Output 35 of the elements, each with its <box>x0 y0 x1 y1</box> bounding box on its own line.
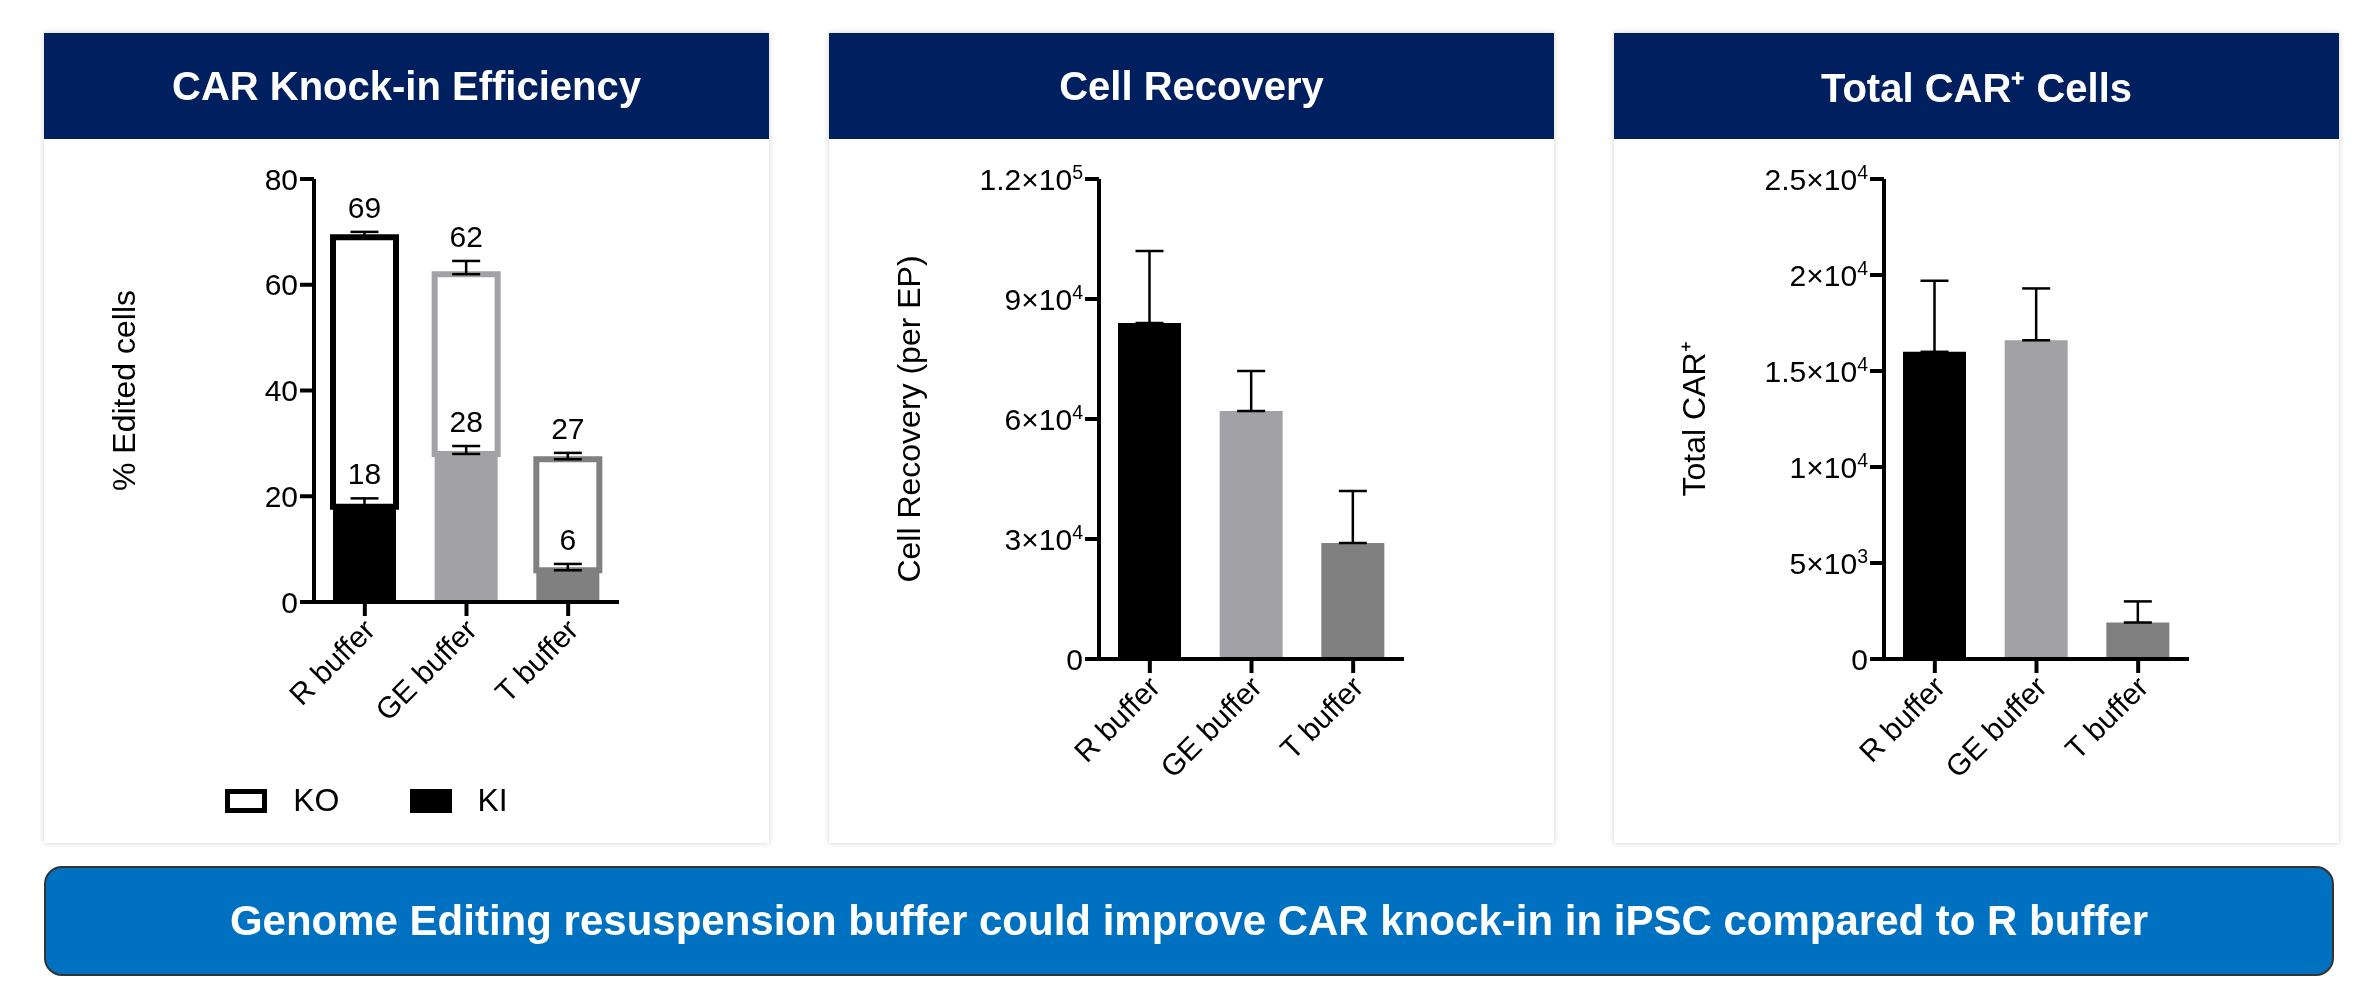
bar <box>1321 543 1385 659</box>
y-tick-label: 2×10$^{4}$ <box>1789 256 1869 292</box>
chart-title: Cell Recovery <box>829 33 1554 139</box>
y-axis-title: Cell Recovery (per EP) <box>891 255 928 583</box>
y-tick-label: 1.5×10$^{4}$ <box>1764 352 1869 388</box>
y-tick-label: 20 <box>264 479 298 513</box>
y-axis-title: Total CAR⁺ <box>1676 341 1713 497</box>
y-tick-label: 3×10$^{4}$ <box>1004 520 1084 556</box>
data-label: 6 <box>559 522 577 556</box>
total-label: 27 <box>551 411 585 445</box>
bar <box>2004 340 2068 659</box>
y-tick-label: 60 <box>264 268 298 302</box>
y-axis-title: % Edited cells <box>106 290 143 491</box>
total-label: 69 <box>347 190 382 224</box>
y-tick-label: 1×10$^{4}$ <box>1789 448 1869 484</box>
y-tick-label: 6×10$^{4}$ <box>1004 400 1084 436</box>
data-label: 18 <box>347 457 382 491</box>
y-tick-label: 0 <box>1851 642 1868 676</box>
y-tick-label: 9×10$^{4}$ <box>1004 280 1084 316</box>
y-tick-label: 0 <box>281 585 298 619</box>
chart-title: CAR Knock-in Efficiency <box>44 33 769 139</box>
y-tick-label: 40 <box>264 374 298 407</box>
data-label: 28 <box>449 405 483 439</box>
bar <box>1219 411 1283 659</box>
y-tick-label: 0 <box>1066 642 1083 676</box>
text: Genome Editing resuspension buffer could improve CAR knock-in in iPSC compared to R buffer <box>44 866 2334 976</box>
y-tick-label: 5×10$^{3}$ <box>1789 544 1868 580</box>
chart-title: Total CAR⁺ Cells <box>1614 33 2339 139</box>
legend-label: KO <box>293 782 340 819</box>
y-tick-label: 1.2×10$^{5}$ <box>979 160 1084 196</box>
y-tick-label: 2.5×10$^{4}$ <box>1764 160 1869 196</box>
bar <box>2106 622 2170 659</box>
y-tick-label: 80 <box>264 162 298 196</box>
total-label: 62 <box>449 219 483 253</box>
legend-label: KI <box>477 782 508 819</box>
